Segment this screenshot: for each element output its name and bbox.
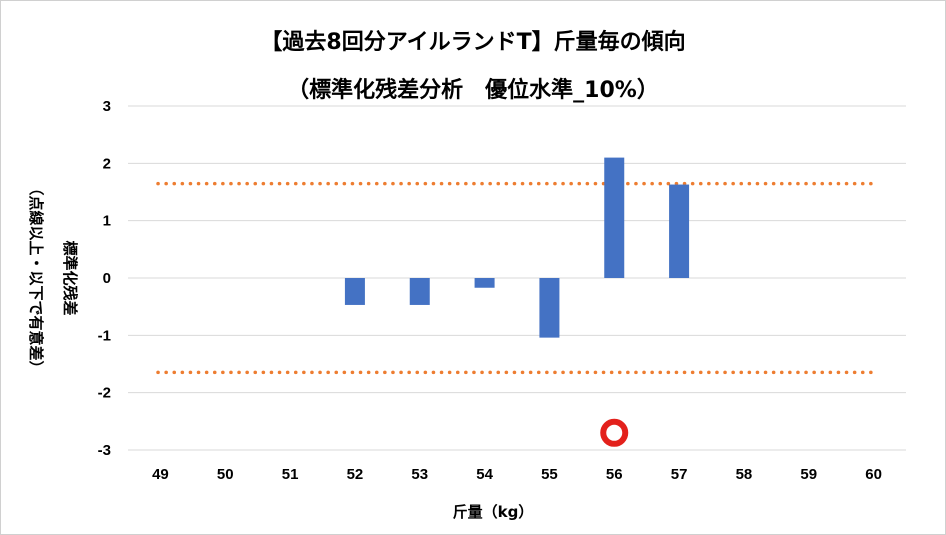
x-axis-label: 斤量（kg） (453, 503, 534, 521)
threshold-lines (156, 181, 879, 375)
y-tick-labels: 3 2 1 0 -1 -2 -3 (98, 98, 111, 459)
highlight-markers (600, 418, 629, 447)
x-tick-label: 51 (282, 466, 299, 483)
x-tick-label: 60 (865, 466, 882, 483)
chart-subtitle: （標準化残差分析 優位水準_10%） (287, 77, 659, 103)
y-tick-label: -3 (98, 442, 111, 459)
bar-54 (474, 278, 495, 288)
gridlines (128, 105, 906, 451)
y-tick-label: 3 (103, 98, 111, 115)
y-axis-note: （点線以上・以下で有意差） (27, 180, 45, 375)
y-tick-label: -2 (98, 385, 111, 402)
x-tick-label: 57 (671, 466, 688, 483)
chart-title: 【過去8回分アイルランドT】斤量毎の傾向 (260, 29, 685, 55)
bar-55 (539, 278, 560, 338)
x-tick-labels: 49 50 51 52 53 54 55 56 57 58 59 60 (152, 466, 882, 483)
x-tick-label: 56 (606, 466, 623, 483)
x-tick-label: 53 (411, 466, 428, 483)
x-tick-label: 52 (347, 466, 364, 483)
x-tick-label: 50 (217, 466, 234, 483)
y-tick-label: 1 (103, 213, 111, 230)
bars (344, 157, 690, 338)
highlight-marker-56 (600, 418, 629, 447)
x-tick-label: 59 (800, 466, 817, 483)
x-tick-label: 55 (541, 466, 558, 483)
bar-53 (409, 278, 430, 305)
bar-56 (604, 157, 625, 278)
y-tick-label: 0 (103, 270, 111, 287)
y-axis-label: 標準化残差 (61, 240, 79, 315)
x-tick-label: 58 (736, 466, 753, 483)
x-tick-label: 49 (152, 466, 169, 483)
x-tick-label: 54 (476, 466, 493, 483)
y-tick-label: -1 (98, 327, 111, 344)
y-tick-label: 2 (103, 155, 111, 172)
bar-52 (344, 278, 365, 305)
bar-57 (669, 184, 690, 278)
